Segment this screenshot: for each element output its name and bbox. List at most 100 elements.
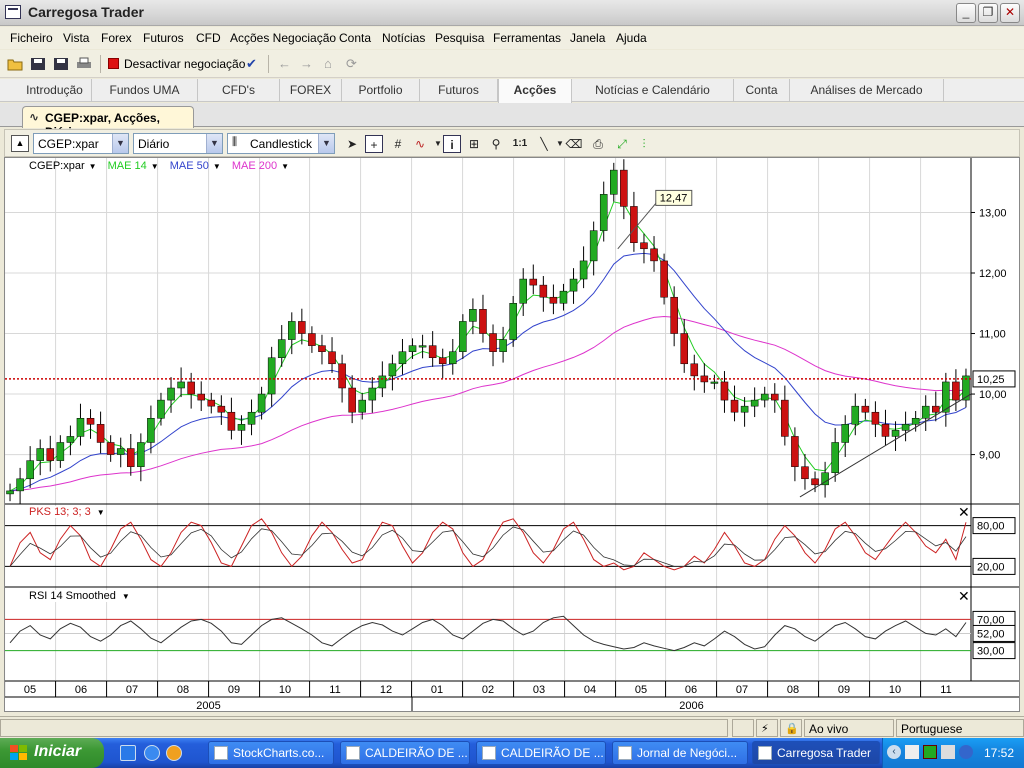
close-rsi-pane-icon[interactable]: ✕ [958,588,970,604]
x-tick-label: 05 [635,684,647,696]
start-button[interactable]: Iniciar [0,738,104,768]
tray-expand-icon[interactable]: ‹ [887,745,901,759]
close-stoch-pane-icon[interactable]: ✕ [958,504,970,520]
candle-body [680,333,688,365]
menu-vista[interactable]: Vista [63,31,90,45]
tray-help-icon[interactable] [959,745,973,759]
pointer-arrow-icon[interactable]: ➤ [346,137,358,151]
menu-accoes-negociacao[interactable]: Acções Negociação [230,31,337,45]
forward-arrow-icon[interactable]: → [300,56,313,71]
legend-symbol[interactable]: CGEP:xpar [29,160,85,172]
tray-network-icon[interactable] [905,745,919,759]
tab-introducao[interactable]: Introdução [18,79,92,102]
zoom-reset-icon[interactable]: 1:1 [512,138,528,149]
chevron-down-icon[interactable]: ▼ [434,139,442,148]
chevron-down-icon[interactable]: ▼ [556,139,564,148]
legend-mae14[interactable]: MAE 14 [107,160,147,172]
tab-noticias-calendario[interactable]: Notícias e Calendário [572,79,734,102]
menu-ferramentas[interactable]: Ferramentas [493,31,562,45]
taskbar-item[interactable]: Jornal de Negóci... [612,741,748,765]
rsi-label[interactable]: RSI 14 Smoothed [29,590,116,602]
chevron-down-icon[interactable]: ▼ [121,592,130,601]
deactivate-trading-button[interactable]: Desactivar negociação [124,57,246,71]
tab-portfolio[interactable]: Portfolio [342,79,420,102]
legend-mae200[interactable]: MAE 200 [231,160,278,172]
chevron-down-icon[interactable]: ▼ [212,162,221,171]
chart-document-tab[interactable]: ∿ CGEP:xpar, Acções, Diário [22,106,194,139]
zoom-box-icon[interactable]: ⊞ [468,137,480,151]
menu-noticias[interactable]: Notícias [382,31,426,45]
period-select[interactable]: Diário ▼ [133,133,223,154]
indicator-icon[interactable]: ∿ [414,137,426,151]
browser-icon[interactable] [144,745,160,761]
candle-body [620,169,628,207]
print-chart-icon[interactable]: ⎙ [593,137,603,151]
menu-conta[interactable]: Conta [339,31,372,45]
mae50-line [9,252,967,492]
chevron-down-icon[interactable]: ▼ [206,134,222,153]
tab-accoes[interactable]: Acções [498,79,572,103]
tab-futuros[interactable]: Futuros [420,79,498,102]
eraser-icon[interactable]: ⌫ [565,137,583,151]
menu-forex[interactable]: Forex [101,31,132,45]
chart-line-icon: ∿ [29,110,40,124]
tab-fundos-uma[interactable]: Fundos UMA [92,79,198,102]
price-chart[interactable]: 12,47 80,00 20,00 70,00 52,00 30,00 05 06 07 0… [4,158,1019,712]
tab-analises-mercado[interactable]: Análises de Mercado [790,79,944,102]
print-icon[interactable] [76,57,92,71]
taskbar-item[interactable]: CALDEIRÃO DE ... [340,741,470,765]
taskbar-item[interactable]: CALDEIRÃO DE ... [476,741,606,765]
resize-icon[interactable]: ⤢ [617,137,627,151]
home-icon[interactable]: ⌂ [324,56,332,71]
save-all-icon[interactable] [53,57,69,71]
rsi-level-label: 30,00 [977,646,1005,658]
tray-display-icon[interactable] [941,745,955,759]
tab-cfds[interactable]: CFD's [198,79,280,102]
info-icon[interactable]: i [443,135,461,153]
menu-cfd[interactable]: CFD [196,31,221,45]
zoom-icon[interactable]: ⚲ [491,137,501,151]
menu-ficheiro[interactable]: Ficheiro [10,31,53,45]
status-message-area [0,719,728,737]
legend-mae50[interactable]: MAE 50 [169,160,209,172]
tab-conta[interactable]: Conta [734,79,790,102]
taskbar-item-active[interactable]: Carregosa Trader [752,741,880,765]
stoch-label[interactable]: PKS 13; 3; 3 [29,506,91,518]
chevron-down-icon[interactable]: ▼ [318,134,334,153]
menu-pesquisa[interactable]: Pesquisa [435,31,485,45]
restore-button[interactable]: ❐ [978,3,998,23]
candle-body [116,448,125,455]
refresh-icon[interactable]: ⟳ [346,56,357,71]
menu-ajuda[interactable]: Ajuda [616,31,647,45]
line-tool-icon[interactable]: ╲ [540,137,548,151]
tab-forex[interactable]: FOREX [280,79,342,102]
chevron-down-icon[interactable]: ▼ [150,162,159,171]
tray-app-icon[interactable] [923,745,937,759]
back-arrow-icon[interactable]: ← [278,56,291,71]
chart-area[interactable]: 12,47 80,00 20,00 70,00 52,00 30,00 05 06 07 0… [4,157,1020,712]
chart-style-select[interactable]: ⫼ Candlestick ▼ [227,133,335,154]
show-desktop-icon[interactable] [120,745,136,761]
symbol-select[interactable]: CGEP:xpar ▼ [33,133,129,154]
minimize-button[interactable]: _ [956,3,976,23]
chevron-down-icon[interactable]: ▼ [281,162,290,171]
confirm-check-icon[interactable]: ✔ [246,56,257,71]
collapse-up-icon[interactable]: ▲ [11,135,29,152]
bars-icon[interactable]: ⫶ [642,137,646,151]
candle-body [177,381,185,389]
menu-futuros[interactable]: Futuros [143,31,184,45]
candle-body [700,375,709,383]
menu-janela[interactable]: Janela [570,31,606,45]
language-status[interactable]: Portuguese [896,719,1024,737]
save-icon[interactable] [30,57,46,71]
close-button[interactable]: ✕ [1000,3,1020,23]
chevron-down-icon[interactable]: ▼ [88,162,97,171]
taskbar-item-label: Jornal de Negóci... [637,746,738,760]
chevron-down-icon[interactable]: ▼ [112,134,128,153]
taskbar-item[interactable]: StockCharts.co... [208,741,334,765]
open-folder-icon[interactable] [7,57,23,71]
media-player-icon[interactable] [166,745,182,761]
grid-icon[interactable]: # [394,137,402,151]
crosshair-icon[interactable]: + [365,135,383,153]
chevron-down-icon[interactable]: ▼ [96,508,105,517]
